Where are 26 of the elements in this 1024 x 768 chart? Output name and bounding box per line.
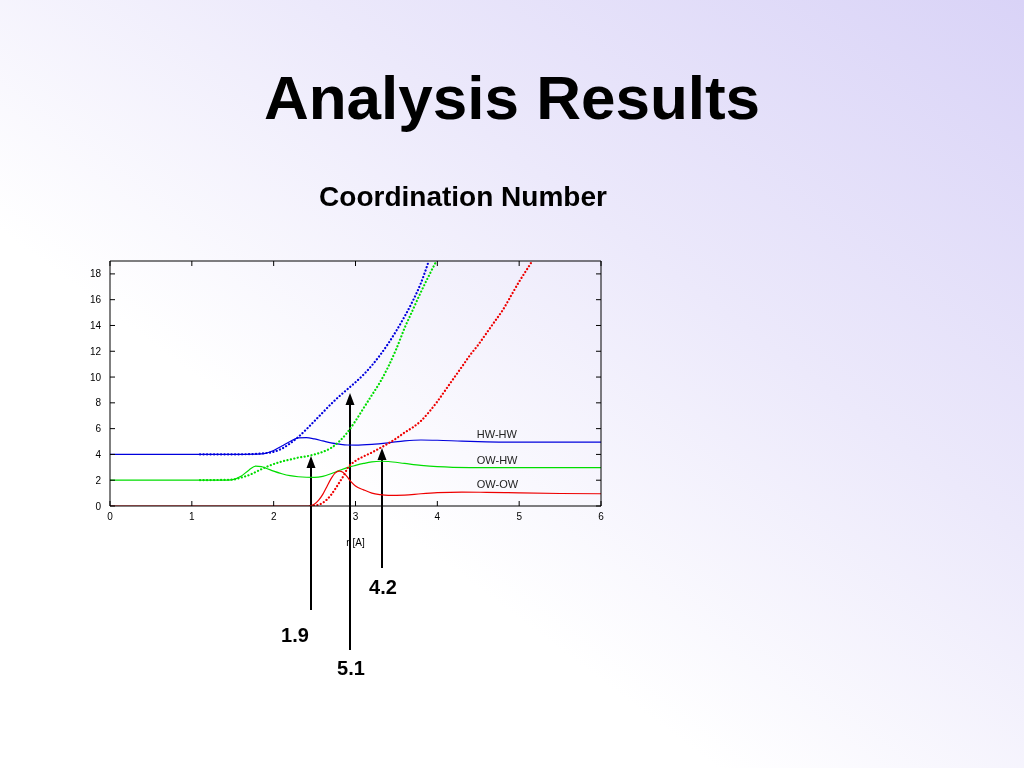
x-tick-label: 3 (352, 511, 359, 523)
y-tick-label: 2 (95, 474, 102, 486)
y-tick-label: 4 (95, 448, 102, 460)
y-tick-label: 10 (89, 371, 102, 383)
y-tick-label: 16 (89, 294, 102, 306)
text: 1.9 (281, 624, 309, 646)
chart-subtitle: Coordination Number (318, 180, 608, 214)
series-label: HW-HW (476, 427, 518, 440)
y-tick-label: 6 (95, 423, 102, 435)
x-tick-label: 4 (434, 511, 441, 523)
y-tick-label: 14 (89, 320, 102, 332)
series-label: OW-OW (476, 478, 519, 491)
x-tick-label: 2 (270, 511, 277, 523)
y-tick-label: 12 (89, 345, 102, 357)
y-tick-label: 0 (95, 500, 102, 512)
x-tick-label: 5 (516, 511, 523, 523)
y-tick-label: 18 (89, 268, 102, 280)
chart-title: Analysis Results (262, 62, 762, 134)
x-tick-label: 6 (598, 511, 605, 523)
series-label: OW-HW (476, 453, 519, 466)
text: 5.1 (337, 657, 365, 679)
x-axis-title: r [A] (346, 537, 365, 548)
x-tick-label: 1 (189, 511, 196, 523)
x-tick-label: 0 (107, 511, 114, 523)
text: 4.2 (369, 576, 397, 598)
y-tick-label: 8 (95, 397, 102, 409)
